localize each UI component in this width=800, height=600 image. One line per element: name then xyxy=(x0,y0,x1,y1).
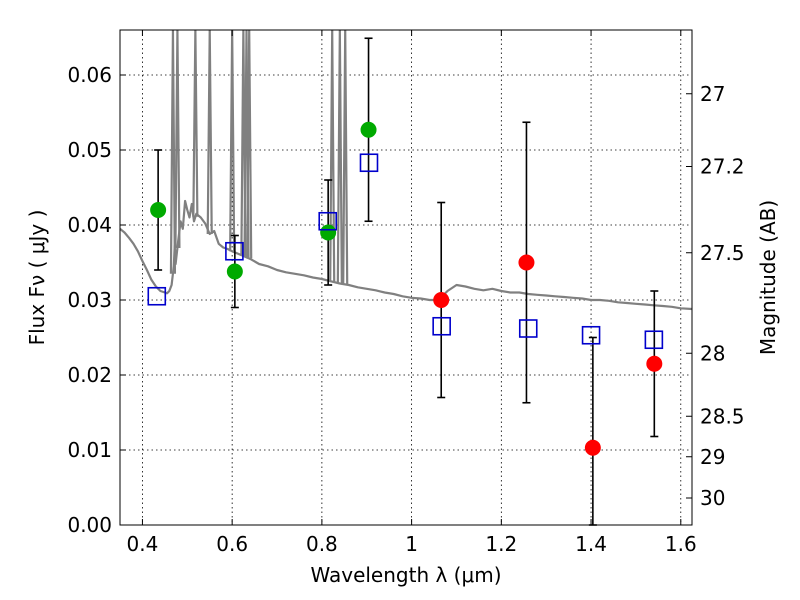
x-tick-label: 1 xyxy=(405,532,418,556)
sed-model-layer xyxy=(119,29,693,311)
emission-spike xyxy=(229,29,236,252)
data-point xyxy=(150,202,167,218)
model-square xyxy=(147,286,167,306)
y2-tick-label: 27 xyxy=(700,82,725,106)
data-points xyxy=(147,121,664,456)
y-tick-label: 0.02 xyxy=(67,363,112,387)
y2-tick-label: 27.2 xyxy=(700,155,745,179)
y-tick-label: 0.03 xyxy=(67,288,112,312)
y-tick-label: 0.00 xyxy=(67,513,112,537)
x-tick-label: 0.6 xyxy=(216,532,248,556)
emission-spike xyxy=(206,29,213,235)
axis-ticks: 0.4 0.6 0.8 1 1.2 1.4 1.6 0.00 0.01 0.02 0.03 0.04 0… xyxy=(67,30,745,556)
x-tick-label: 1.6 xyxy=(665,532,697,556)
model-square xyxy=(581,325,601,345)
data-point xyxy=(226,263,243,280)
y2-tick-label: 30 xyxy=(700,486,725,510)
emission-spike xyxy=(174,29,181,249)
model-square xyxy=(359,153,379,173)
x-axis-label: Wavelength λ (μm) xyxy=(310,563,501,587)
sed-model-line xyxy=(119,199,693,311)
data-point xyxy=(518,254,535,271)
x-tick-label: 0.4 xyxy=(127,532,159,556)
y2-tick-label: 28.5 xyxy=(700,404,745,428)
grid xyxy=(120,30,692,526)
data-point xyxy=(584,439,601,456)
y-tick-label: 0.05 xyxy=(67,138,112,162)
data-point xyxy=(433,292,450,308)
model-square xyxy=(518,319,538,338)
y2-tick-label: 27.5 xyxy=(700,241,745,265)
model-square xyxy=(225,241,244,261)
y-tick-label: 0.01 xyxy=(67,438,112,462)
emission-spike xyxy=(336,29,343,284)
data-point xyxy=(360,121,377,138)
model-square xyxy=(644,330,664,350)
x-tick-label: 1.2 xyxy=(485,532,517,556)
emission-spike xyxy=(342,29,349,285)
y2-axis-label: Magnitude (AB) xyxy=(756,200,780,355)
y-tick-label: 0.04 xyxy=(67,213,112,237)
x-tick-label: 0.8 xyxy=(306,532,338,556)
y2-tick-label: 29 xyxy=(700,445,725,469)
error-bars xyxy=(154,37,659,526)
emission-spike xyxy=(169,29,177,274)
y2-tick-label: 28 xyxy=(700,341,725,365)
plot-frame xyxy=(119,29,693,526)
y-tick-label: 0.06 xyxy=(67,63,112,87)
data-point xyxy=(320,224,337,241)
emission-spike xyxy=(192,29,199,217)
x-tick-label: 1.4 xyxy=(575,532,607,556)
y-axis-label: Flux Fν ( μJy ) xyxy=(25,210,49,346)
model-square xyxy=(432,316,451,336)
model-square xyxy=(318,211,338,231)
emission-spike xyxy=(329,29,336,282)
data-point xyxy=(646,355,663,372)
